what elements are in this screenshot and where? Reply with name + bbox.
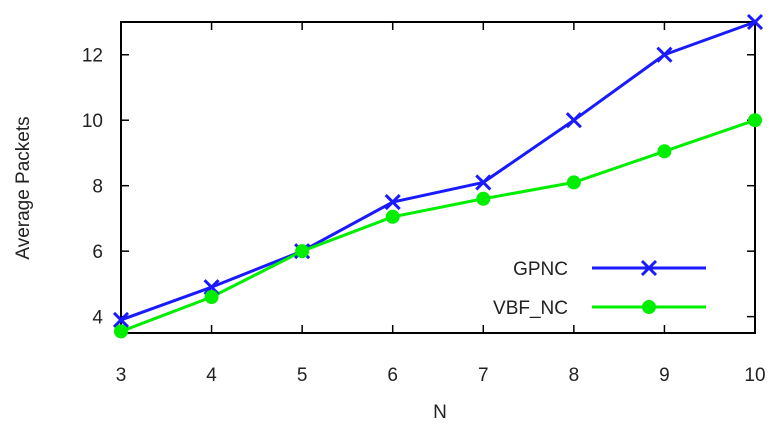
x-axis-title: N <box>433 402 447 423</box>
data-point-vbf-nc <box>385 209 400 224</box>
legend-label: GPNC <box>513 259 568 280</box>
y-tick-label: 6 <box>92 242 103 263</box>
data-point-gpnc <box>112 311 130 328</box>
plot-frame <box>120 21 756 334</box>
axes: 3 4 5 6 7 8 9 10 4 6 8 10 12 <box>82 21 766 386</box>
data-point-gpnc <box>656 46 673 63</box>
series-layer <box>112 13 764 339</box>
x-tick-label: 4 <box>206 365 217 386</box>
y-axis-title: Average Packets <box>13 116 34 259</box>
series-line-gpnc <box>120 20 756 322</box>
x-tick-label: 9 <box>659 365 670 386</box>
y-tick-label: 12 <box>82 46 103 67</box>
series-line-vbf-nc <box>120 118 756 333</box>
data-point-vbf-nc <box>566 175 581 190</box>
x-tick-label: 10 <box>744 365 765 386</box>
x-tick-label: 5 <box>297 365 308 386</box>
legend-label: VBF_NC <box>493 298 568 319</box>
data-point-vbf-nc <box>295 244 310 259</box>
legend: GPNC VBF_NC <box>493 259 706 319</box>
x-tick-label: 3 <box>116 365 127 386</box>
x-tick-label: 8 <box>569 365 580 386</box>
data-point-gpnc <box>384 193 401 211</box>
legend-marker <box>642 300 656 314</box>
data-point-vbf-nc <box>204 289 219 304</box>
data-point-gpnc <box>565 112 582 129</box>
x-tick-label: 6 <box>387 365 398 386</box>
legend-marker <box>640 259 658 277</box>
y-tick-label: 10 <box>82 111 103 132</box>
x-tick-label: 7 <box>478 365 489 386</box>
data-point-vbf-nc <box>476 191 491 206</box>
data-point-gpnc <box>475 174 492 191</box>
data-point-vbf-nc <box>748 113 762 128</box>
y-tick-label: 4 <box>92 308 103 329</box>
data-point-vbf-nc <box>657 144 672 159</box>
data-point-vbf-nc <box>114 324 128 339</box>
y-tick-label: 8 <box>92 177 103 198</box>
data-point-gpnc <box>746 13 764 31</box>
